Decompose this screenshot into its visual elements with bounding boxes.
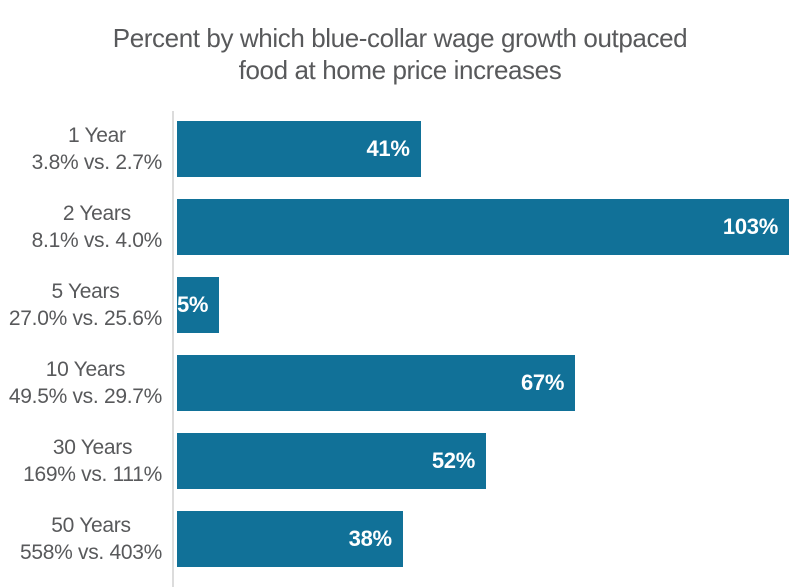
category-label: 50 Years 558% vs. 403% [0,511,162,567]
category-label: 1 Year 3.8% vs. 2.7% [0,121,163,177]
bar-value-label: 103% [722,214,778,239]
bar-value-label: 67% [520,370,565,395]
bar: 41% [177,121,421,177]
category-comparison: 3.8% vs. 2.7% [31,151,163,174]
category-name: 10 Years [45,358,126,381]
plot-area: 103% [177,199,789,255]
chart-row: 5 Years 27.0% vs. 25.6% 5% [0,277,800,333]
category-label: 30 Years 169% vs. 111% [0,433,162,489]
category-comparison: 8.1% vs. 4.0% [31,229,163,252]
category-comparison: 49.5% vs. 29.7% [8,385,162,408]
plot-area: 67% [177,355,789,411]
bar-value-label: 41% [366,136,410,161]
category-name: 30 Years [52,436,133,459]
chart-row: 30 Years 169% vs. 111% 52% [0,433,800,489]
plot-area: 41% [177,121,789,177]
category-comparison: 169% vs. 111% [23,463,162,486]
bar-rows: 1 Year 3.8% vs. 2.7% 41% 2 Years 8.1% vs… [0,121,800,587]
y-axis-line [172,111,174,587]
chart-title-line-1: Percent by which blue-collar wage growth… [112,23,688,53]
category-name: 1 Year [67,124,126,147]
chart-row: 10 Years 49.5% vs. 29.7% 67% [0,355,800,411]
plot-area: 38% [177,511,789,567]
chart-title: Percent by which blue-collar wage growth… [0,22,800,86]
bar: 67% [177,355,576,411]
category-comparison: 27.0% vs. 25.6% [8,307,162,330]
category-label: 10 Years 49.5% vs. 29.7% [0,355,162,411]
bar: 52% [177,433,486,489]
plot-area: 52% [177,433,789,489]
category-label: 2 Years 8.1% vs. 4.0% [0,199,163,255]
bar: 5% [177,277,220,333]
bar: 38% [177,511,403,567]
category-name: 2 Years [62,202,131,225]
chart-title-line-2: food at home price increases [238,55,562,85]
chart-row: 1 Year 3.8% vs. 2.7% 41% [0,121,800,177]
category-name: 5 Years [51,280,120,303]
plot-area: 5% [177,277,789,333]
category-name: 50 Years [51,514,131,537]
category-label: 5 Years 27.0% vs. 25.6% [0,277,162,333]
chart-row: 50 Years 558% vs. 403% 38% [0,511,800,567]
category-comparison: 558% vs. 403% [19,541,162,564]
bar: 103% [177,199,789,255]
chart-row: 2 Years 8.1% vs. 4.0% 103% [0,199,800,255]
bar-value-label: 52% [431,448,475,473]
bar-value-label: 38% [348,526,392,551]
bar-value-label: 5% [177,292,209,317]
